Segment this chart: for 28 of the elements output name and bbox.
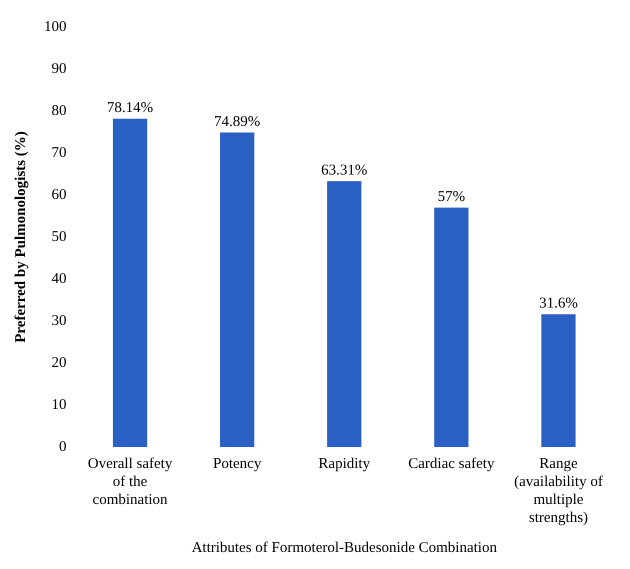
x-tick-label: Overall safety of the combination xyxy=(88,456,173,508)
y-tick-label: 60 xyxy=(52,186,66,203)
y-tick-label: 40 xyxy=(52,270,66,287)
y-axis-title: Preferred by Pulmonologists (%) xyxy=(12,131,29,343)
y-tick-label: 50 xyxy=(52,228,66,245)
data-label: 57% xyxy=(438,189,466,206)
bar xyxy=(541,314,576,447)
y-tick-label: 20 xyxy=(52,354,66,371)
bar xyxy=(327,181,362,447)
y-tick-label: 90 xyxy=(52,60,66,77)
y-tick-label: 0 xyxy=(59,438,66,455)
bar xyxy=(434,208,468,447)
y-tick-label: 30 xyxy=(52,312,66,329)
bar xyxy=(112,118,148,447)
x-tick-label: Range (availability of multiple strengths) xyxy=(514,456,603,526)
y-tick-label: 100 xyxy=(44,18,66,35)
x-tick-label: Rapidity xyxy=(318,456,371,472)
data-label: 31.6% xyxy=(539,296,578,312)
data-label: 78.14% xyxy=(106,100,154,116)
y-tick-label: 80 xyxy=(52,102,66,119)
x-tick-label: Cardiac safety xyxy=(408,456,495,472)
bar xyxy=(220,132,254,447)
data-label: 63.31% xyxy=(321,162,368,179)
x-tick-label: Potency xyxy=(212,456,262,472)
data-label: 74.89% xyxy=(214,114,260,130)
x-axis-title: Attributes of Formoterol-Budesonide Combination xyxy=(192,540,498,556)
y-tick-label: 70 xyxy=(52,144,66,161)
y-tick-label: 10 xyxy=(52,396,66,413)
